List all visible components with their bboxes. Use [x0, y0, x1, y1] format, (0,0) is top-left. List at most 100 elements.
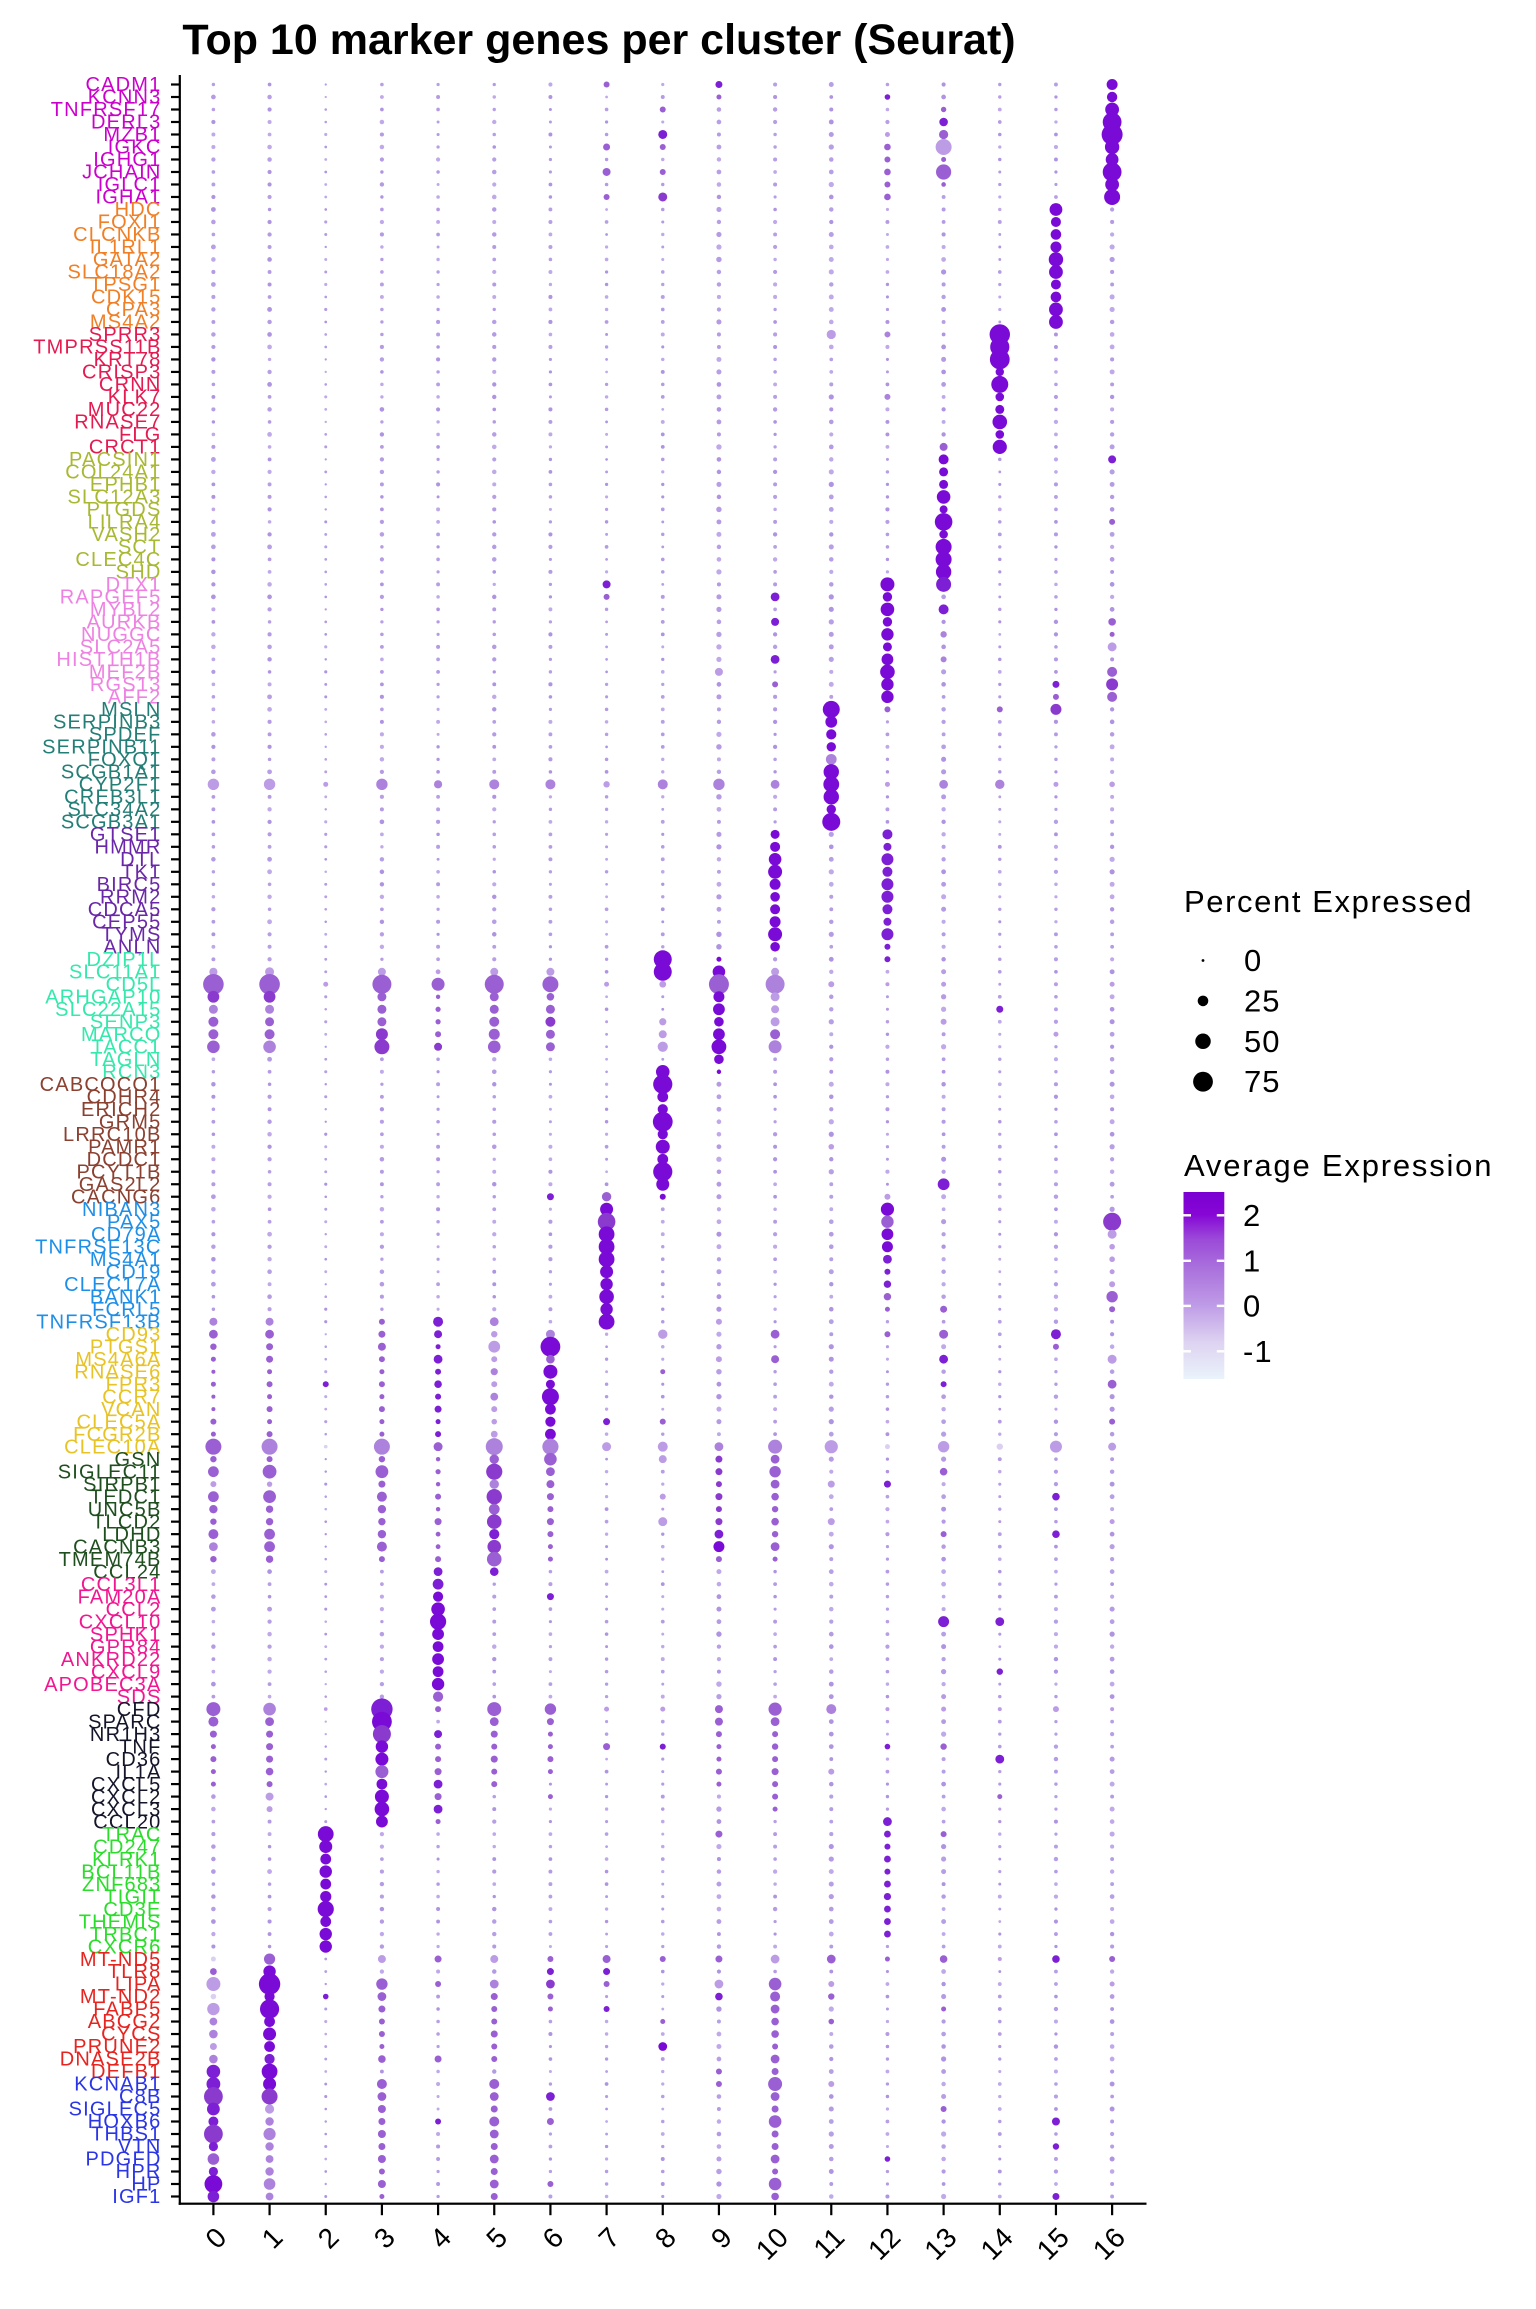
svg-text:GRM5: GRM5 — [99, 1112, 162, 1134]
svg-text:VASH2: VASH2 — [91, 524, 161, 546]
svg-text:DCDC1: DCDC1 — [87, 1149, 162, 1171]
svg-text:IGKC: IGKC — [108, 137, 162, 159]
svg-text:MS4A2: MS4A2 — [90, 312, 162, 334]
svg-text:-1: -1 — [1243, 1334, 1273, 1369]
svg-text:CXCL5: CXCL5 — [91, 1774, 161, 1796]
svg-text:NR1H3: NR1H3 — [90, 1724, 162, 1746]
svg-text:CCL24: CCL24 — [93, 1561, 161, 1583]
svg-text:DTL: DTL — [120, 849, 161, 871]
svg-text:CD36: CD36 — [106, 1749, 162, 1771]
svg-text:VTN: VTN — [118, 2136, 162, 2158]
svg-text:AURKB: AURKB — [87, 612, 162, 634]
svg-text:2: 2 — [1243, 1198, 1261, 1233]
svg-text:DEFB1: DEFB1 — [91, 2061, 161, 2083]
svg-text:TRAC: TRAC — [102, 1824, 161, 1846]
svg-text:LIPA: LIPA — [115, 1974, 162, 1996]
svg-text:FABP5: FABP5 — [93, 1999, 161, 2021]
svg-text:CLEC4C: CLEC4C — [75, 549, 161, 571]
svg-text:HP: HP — [131, 2174, 161, 2196]
svg-text:SPARC: SPARC — [88, 1711, 161, 1733]
svg-text:Top 10 marker genes per cluste: Top 10 marker genes per cluster (Seurat) — [182, 16, 1015, 64]
svg-text:NUGGC: NUGGC — [81, 624, 161, 646]
svg-text:SCT: SCT — [118, 537, 162, 559]
svg-text:TAGLN: TAGLN — [90, 1049, 161, 1071]
svg-text:BIRC5: BIRC5 — [97, 874, 162, 896]
svg-text:1: 1 — [1243, 1243, 1261, 1278]
svg-text:TLCD2: TLCD2 — [92, 1511, 161, 1533]
svg-text:MSLN: MSLN — [101, 699, 161, 721]
svg-text:CXCR6: CXCR6 — [88, 1936, 162, 1958]
svg-text:ZNF683: ZNF683 — [82, 1874, 161, 1896]
svg-text:NIBAN3: NIBAN3 — [82, 1199, 161, 1221]
svg-text:CCL3L1: CCL3L1 — [81, 1574, 162, 1596]
svg-text:GSN: GSN — [115, 1449, 162, 1471]
svg-text:CLEC5A: CLEC5A — [76, 1411, 161, 1433]
svg-text:PCYT1B: PCYT1B — [76, 1161, 161, 1183]
svg-text:PAX5: PAX5 — [107, 1211, 161, 1233]
svg-text:CXCL10: CXCL10 — [79, 1611, 162, 1633]
svg-text:DNASE2B: DNASE2B — [60, 2049, 162, 2071]
svg-text:SCGB3A1: SCGB3A1 — [61, 812, 162, 834]
svg-text:TNFRSF13C: TNFRSF13C — [35, 1236, 161, 1258]
svg-text:SCGB1A1: SCGB1A1 — [61, 762, 162, 784]
svg-text:CD19: CD19 — [106, 1261, 162, 1283]
svg-text:TEDC1: TEDC1 — [90, 1486, 162, 1508]
svg-text:IGLC1: IGLC1 — [98, 174, 162, 196]
svg-text:MARCO: MARCO — [81, 1024, 161, 1046]
svg-text:TMPRSS11B: TMPRSS11B — [33, 337, 161, 359]
svg-text:BANK1: BANK1 — [90, 1286, 162, 1308]
svg-text:PAMR1: PAMR1 — [88, 1136, 161, 1158]
svg-text:KCNAB1: KCNAB1 — [74, 2074, 161, 2096]
svg-text:CRISP3: CRISP3 — [82, 362, 161, 384]
svg-text:CLCNKB: CLCNKB — [73, 224, 161, 246]
svg-text:PRUNE2: PRUNE2 — [73, 2036, 161, 2058]
svg-text:RAPGEF5: RAPGEF5 — [60, 587, 162, 609]
svg-text:DZIP1L: DZIP1L — [86, 949, 161, 971]
svg-text:MZB1: MZB1 — [103, 124, 161, 146]
svg-text:CD79A: CD79A — [91, 1224, 161, 1246]
svg-text:MEF2B: MEF2B — [89, 662, 162, 684]
svg-text:CXCL2: CXCL2 — [91, 1786, 161, 1808]
svg-text:ANLN: ANLN — [103, 937, 161, 959]
svg-text:CYCS: CYCS — [101, 2024, 161, 2046]
svg-text:MYBL2: MYBL2 — [90, 599, 162, 621]
svg-text:FOXQ1: FOXQ1 — [88, 749, 162, 771]
svg-text:50: 50 — [1244, 1024, 1280, 1059]
svg-text:SIGLEC5: SIGLEC5 — [69, 2099, 162, 2121]
svg-text:SLC18A2: SLC18A2 — [67, 262, 161, 284]
svg-text:SLC12A3: SLC12A3 — [67, 487, 161, 509]
svg-text:FCRL5: FCRL5 — [92, 1299, 161, 1321]
svg-text:EPHB1: EPHB1 — [90, 474, 162, 496]
svg-text:C8B: C8B — [119, 2086, 162, 2108]
svg-text:CXCL3: CXCL3 — [91, 1799, 161, 1821]
svg-text:CCR7: CCR7 — [102, 1386, 161, 1408]
svg-text:MS4A6A: MS4A6A — [75, 1349, 161, 1371]
svg-text:HMMR: HMMR — [94, 837, 161, 859]
svg-text:AFF2: AFF2 — [108, 687, 162, 709]
svg-text:CXCL9: CXCL9 — [91, 1661, 161, 1683]
svg-text:FAM20A: FAM20A — [78, 1586, 162, 1608]
svg-text:IGF1: IGF1 — [112, 2186, 161, 2208]
svg-text:FLG: FLG — [119, 424, 162, 446]
svg-text:KLK7: KLK7 — [108, 387, 162, 409]
svg-text:CYP2F1: CYP2F1 — [79, 774, 162, 796]
svg-text:MT-ND2: MT-ND2 — [80, 1986, 162, 2008]
svg-text:PTGS1: PTGS1 — [90, 1336, 162, 1358]
svg-text:SENP3: SENP3 — [90, 1012, 162, 1034]
svg-text:RNASE7: RNASE7 — [74, 412, 161, 434]
svg-text:75: 75 — [1244, 1064, 1280, 1099]
svg-text:SPRR3: SPRR3 — [89, 324, 162, 346]
svg-text:SHD: SHD — [116, 562, 162, 584]
svg-text:CD5L: CD5L — [106, 974, 162, 996]
svg-text:MT-ND5: MT-ND5 — [80, 1949, 162, 1971]
svg-text:CEP55: CEP55 — [92, 912, 161, 934]
svg-text:CRCT1: CRCT1 — [89, 437, 162, 459]
svg-text:SLC2A5: SLC2A5 — [80, 637, 162, 659]
svg-text:TLR8: TLR8 — [108, 1961, 162, 1983]
svg-text:IL1RL1: IL1RL1 — [90, 237, 162, 259]
svg-text:PDGFD: PDGFD — [86, 2149, 162, 2171]
svg-text:SPDEF: SPDEF — [89, 724, 162, 746]
svg-text:MUC22: MUC22 — [88, 399, 162, 421]
svg-text:THEMIS: THEMIS — [79, 1911, 162, 1933]
svg-text:RGS13: RGS13 — [90, 674, 162, 696]
